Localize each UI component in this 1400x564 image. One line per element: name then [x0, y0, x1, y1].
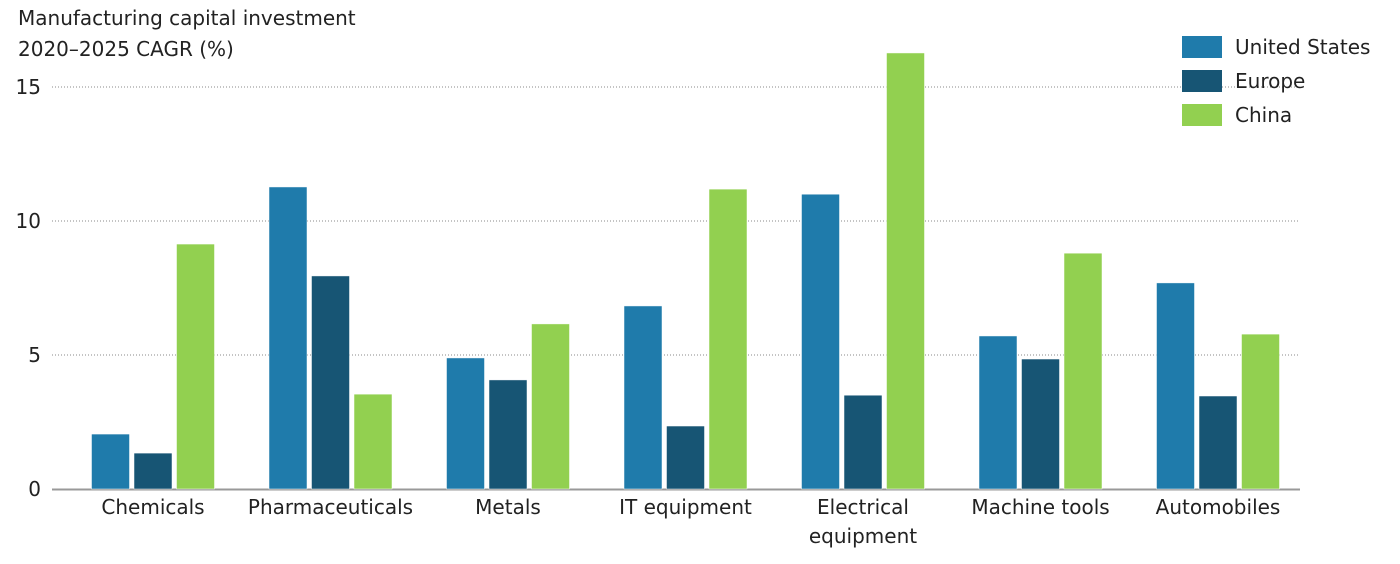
bar-europe — [488, 379, 528, 490]
bar-united-states — [446, 357, 485, 490]
legend-label: China — [1235, 103, 1292, 127]
chart-title: Manufacturing capital investment — [18, 6, 356, 30]
x-tick-label: IT equipment — [619, 495, 752, 519]
bar-united-states — [623, 305, 663, 490]
bar-china — [1241, 333, 1280, 490]
legend-label: Europe — [1235, 69, 1305, 93]
bar-europe — [133, 452, 173, 490]
bar-united-states — [978, 335, 1018, 490]
bar-china — [886, 52, 925, 490]
bar-china — [708, 188, 748, 490]
legend-label: United States — [1235, 35, 1370, 59]
y-tick-label: 10 — [16, 209, 41, 233]
y-tick-label: 15 — [16, 75, 41, 99]
y-tick-label: 0 — [28, 477, 41, 501]
legend-swatch — [1182, 36, 1222, 58]
x-tick-label: Electrical equipment — [809, 495, 917, 548]
x-tick-label: Pharmaceuticals — [248, 495, 413, 519]
bar-united-states — [91, 433, 130, 490]
chart-subtitle: 2020–2025 CAGR (%) — [18, 37, 234, 61]
bar-china — [353, 393, 393, 490]
x-tick-label: Metals — [475, 495, 541, 519]
bar-united-states — [268, 186, 308, 490]
bar-europe — [1021, 358, 1060, 490]
bar-europe — [666, 425, 705, 490]
bar-china — [1063, 252, 1103, 490]
x-tick-label: Automobiles — [1156, 495, 1281, 519]
bar-europe — [311, 275, 350, 490]
x-tick-label: Machine tools — [971, 495, 1109, 519]
bar-europe — [1198, 395, 1238, 490]
x-tick-label: Chemicals — [101, 495, 204, 519]
legend-swatch — [1182, 104, 1222, 126]
bar-europe — [843, 394, 883, 490]
bar-united-states — [801, 193, 840, 490]
y-tick-label: 5 — [28, 343, 41, 367]
bar-china — [176, 243, 215, 490]
bar-china — [531, 323, 570, 490]
legend-swatch — [1182, 70, 1222, 92]
bar-united-states — [1156, 282, 1195, 490]
